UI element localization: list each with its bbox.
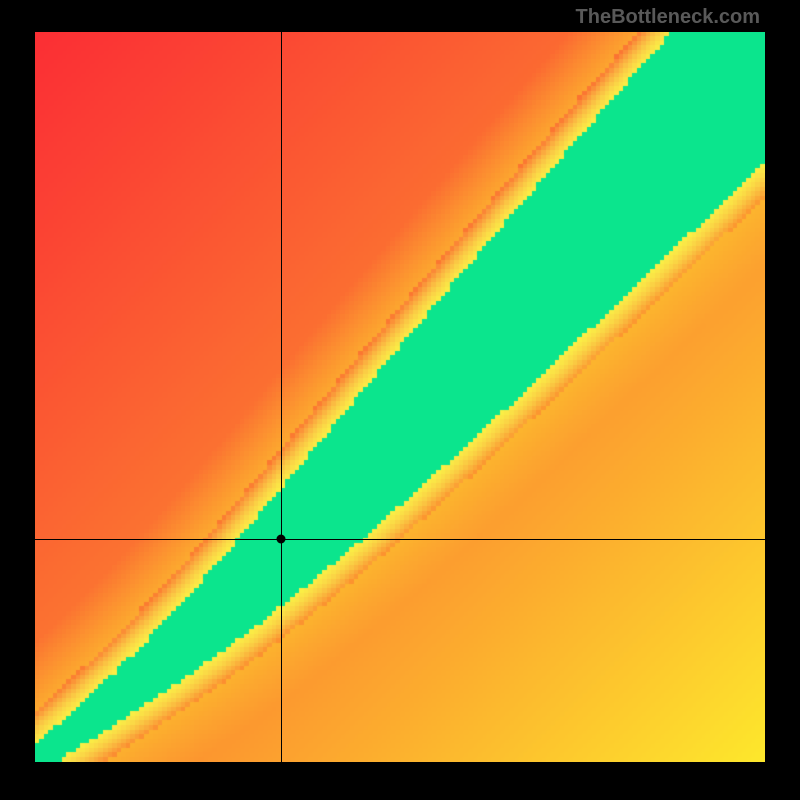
crosshair-vertical <box>281 32 282 762</box>
crosshair-marker <box>277 535 286 544</box>
plot-area <box>35 32 765 762</box>
crosshair-horizontal <box>35 539 765 540</box>
watermark-text: TheBottleneck.com <box>576 6 760 29</box>
heatmap-canvas <box>35 32 765 762</box>
